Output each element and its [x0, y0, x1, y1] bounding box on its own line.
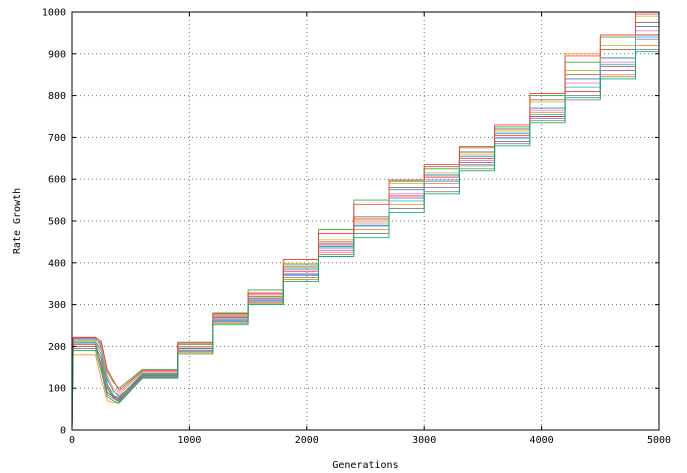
series-line: [71, 13, 659, 431]
series-group: [71, 11, 659, 431]
y-tick-label: 300: [48, 300, 66, 311]
x-tick-label: 2000: [295, 435, 319, 446]
series-line: [71, 51, 659, 431]
y-tick-label: 500: [48, 217, 66, 228]
x-axis-title: Generations: [332, 460, 398, 471]
grid: [72, 12, 659, 430]
x-tick-label: 3000: [412, 435, 436, 446]
x-tick-label: 0: [69, 435, 75, 446]
y-tick-label: 900: [48, 49, 66, 60]
series-line: [71, 49, 659, 431]
x-tick-label: 1000: [177, 435, 201, 446]
y-tick-label: 0: [60, 426, 66, 437]
y-tick-label: 100: [48, 384, 66, 395]
axis-ticks: 0 1000 2000 3000 4000 5000 0 100 200 300 400 500 600…: [42, 8, 671, 447]
y-tick-label: 800: [48, 91, 66, 102]
y-tick-label: 700: [48, 133, 66, 144]
y-tick-label: 1000: [42, 8, 66, 19]
series-line: [71, 30, 659, 431]
y-axis-title: Rate Growth: [12, 188, 23, 254]
y-tick-label: 200: [48, 342, 66, 353]
y-tick-label: 400: [48, 258, 66, 269]
x-tick-label: 4000: [530, 435, 554, 446]
y-tick-label: 600: [48, 175, 66, 186]
x-tick-label: 5000: [647, 435, 671, 446]
